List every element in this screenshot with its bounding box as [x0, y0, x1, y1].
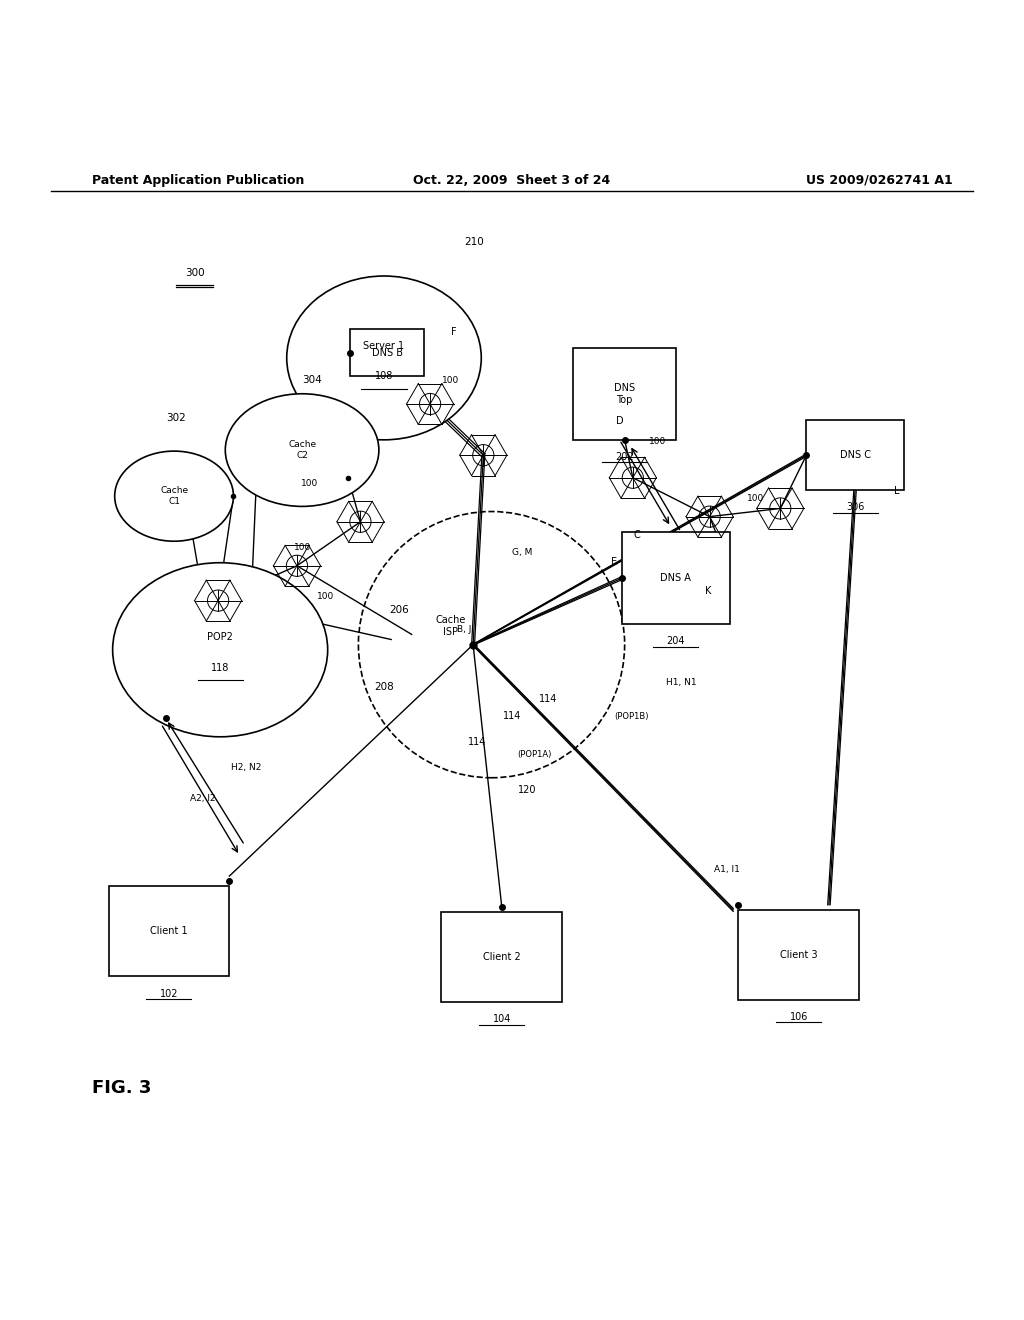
- Text: 100: 100: [649, 437, 666, 446]
- Text: 118: 118: [211, 663, 229, 673]
- Text: 102: 102: [160, 989, 178, 999]
- Text: DNS C: DNS C: [840, 450, 870, 461]
- Text: H2, N2: H2, N2: [230, 763, 261, 772]
- Text: E: E: [611, 557, 617, 566]
- Text: 206: 206: [389, 605, 410, 615]
- Text: 106: 106: [790, 1012, 808, 1022]
- Text: 100: 100: [301, 479, 317, 488]
- Text: DNS
Top: DNS Top: [614, 383, 635, 404]
- Text: 202: 202: [615, 453, 634, 462]
- Bar: [109, 886, 229, 977]
- Text: 104: 104: [493, 1014, 511, 1024]
- Text: US 2009/0262741 A1: US 2009/0262741 A1: [806, 174, 952, 186]
- Text: Cache
C1: Cache C1: [160, 487, 188, 506]
- Text: 208: 208: [374, 681, 394, 692]
- Ellipse shape: [113, 562, 328, 737]
- Ellipse shape: [115, 451, 233, 541]
- Text: F: F: [451, 327, 457, 338]
- Text: POP2: POP2: [207, 632, 233, 643]
- Text: 108: 108: [375, 371, 393, 381]
- Text: 210: 210: [464, 238, 484, 247]
- Text: 306: 306: [846, 503, 864, 512]
- Text: 114: 114: [503, 711, 521, 721]
- Bar: [738, 909, 859, 1001]
- Text: Cache
C2: Cache C2: [288, 441, 316, 459]
- Text: 100: 100: [442, 376, 459, 385]
- Text: Cache
ISP: Cache ISP: [435, 615, 466, 638]
- Text: Server 1: Server 1: [364, 341, 404, 351]
- Text: H1, N1: H1, N1: [666, 678, 696, 686]
- Bar: [573, 347, 676, 440]
- Text: (POP1A): (POP1A): [517, 750, 552, 759]
- Text: 100: 100: [317, 591, 334, 601]
- Text: 114: 114: [539, 694, 557, 704]
- Text: 114: 114: [468, 737, 486, 747]
- Text: Client 1: Client 1: [151, 927, 187, 936]
- Text: Patent Application Publication: Patent Application Publication: [92, 174, 304, 186]
- Text: L: L: [894, 486, 900, 496]
- Text: G, M: G, M: [512, 548, 532, 557]
- Ellipse shape: [287, 276, 481, 440]
- Bar: [441, 912, 562, 1002]
- Text: DNS B: DNS B: [372, 347, 402, 358]
- Text: K: K: [706, 586, 712, 597]
- Text: Client 2: Client 2: [483, 952, 520, 962]
- Bar: [350, 329, 424, 376]
- Text: 100: 100: [748, 494, 764, 503]
- Text: C: C: [634, 531, 640, 540]
- Text: 302: 302: [166, 413, 186, 424]
- Bar: [623, 532, 729, 624]
- Text: (POP1B): (POP1B): [614, 711, 649, 721]
- Text: A2, I2: A2, I2: [189, 793, 216, 803]
- Text: Oct. 22, 2009  Sheet 3 of 24: Oct. 22, 2009 Sheet 3 of 24: [414, 174, 610, 186]
- Text: A1, I1: A1, I1: [714, 866, 740, 874]
- Ellipse shape: [225, 393, 379, 507]
- Text: 100: 100: [294, 543, 310, 552]
- Text: 204: 204: [667, 636, 685, 647]
- Bar: [807, 420, 903, 490]
- Text: 304: 304: [302, 375, 323, 385]
- Text: D: D: [615, 416, 624, 426]
- Text: 120: 120: [518, 785, 537, 795]
- Text: FIG. 3: FIG. 3: [92, 1078, 152, 1097]
- Text: B, J: B, J: [457, 624, 471, 634]
- Text: Client 3: Client 3: [780, 950, 817, 960]
- Text: 300: 300: [184, 268, 205, 279]
- Text: DNS A: DNS A: [660, 573, 691, 583]
